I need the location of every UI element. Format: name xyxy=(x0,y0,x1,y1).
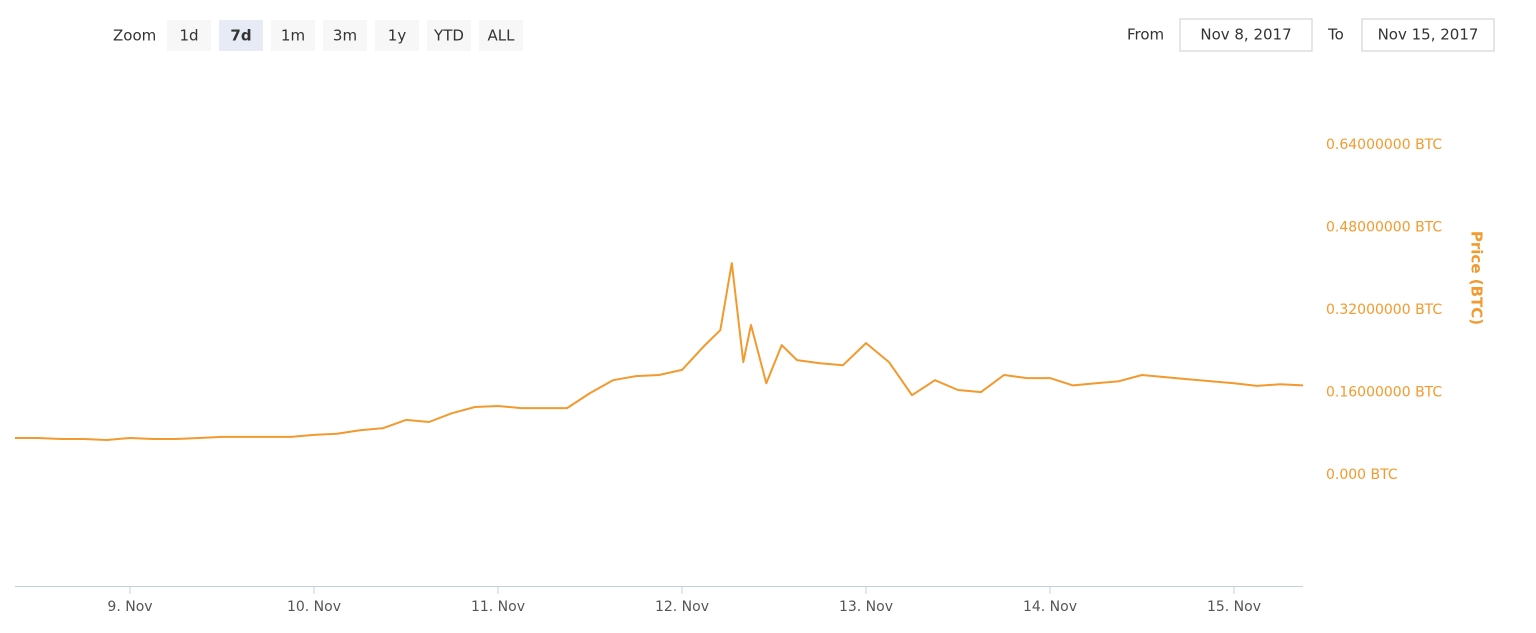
x-tick-label: 10. Nov xyxy=(287,599,341,615)
zoom-button[interactable] xyxy=(427,20,471,51)
to-label: To xyxy=(1327,26,1344,44)
to-input[interactable] xyxy=(1361,18,1495,52)
from-input[interactable] xyxy=(1179,18,1313,52)
price-line xyxy=(15,262,1304,441)
zoom-button-label[interactable]: 3m xyxy=(333,27,357,45)
zoom-button[interactable] xyxy=(167,20,211,51)
y-tick-label: 0.64000000 BTC xyxy=(1326,137,1442,153)
x-tick-label: 9. Nov xyxy=(107,599,152,615)
x-tick-label: 13. Nov xyxy=(839,599,893,615)
to-value[interactable]: Nov 15, 2017 xyxy=(1378,26,1479,44)
x-tick-label: 11. Nov xyxy=(471,599,525,615)
zoom-button[interactable] xyxy=(219,20,263,51)
y-tick-label: 0.32000000 BTC xyxy=(1326,302,1442,318)
zoom-button-label[interactable]: 7d xyxy=(230,27,251,45)
from-value[interactable]: Nov 8, 2017 xyxy=(1200,26,1291,44)
x-tick-label: 12. Nov xyxy=(655,599,709,615)
y-axis-title: Price (BTC) xyxy=(1468,231,1486,325)
zoom-button-label[interactable]: 1d xyxy=(179,27,198,45)
x-tick-label: 14. Nov xyxy=(1023,599,1077,615)
zoom-button-label[interactable]: ALL xyxy=(488,27,516,45)
zoom-label: Zoom xyxy=(113,27,156,45)
y-tick-label: 0.000 BTC xyxy=(1326,467,1398,483)
zoom-button-label[interactable]: 1y xyxy=(388,27,407,45)
zoom-button-label[interactable]: 1m xyxy=(281,27,305,45)
y-tick-label: 0.16000000 BTC xyxy=(1326,385,1442,401)
zoom-button[interactable] xyxy=(323,20,367,51)
from-label: From xyxy=(1127,26,1164,44)
zoom-button[interactable] xyxy=(479,20,523,51)
y-tick-label: 0.48000000 BTC xyxy=(1326,220,1442,236)
x-tick-label: 15. Nov xyxy=(1207,599,1261,615)
zoom-button[interactable] xyxy=(271,20,315,51)
zoom-button-label[interactable]: YTD xyxy=(433,27,464,45)
zoom-button[interactable] xyxy=(375,20,419,51)
